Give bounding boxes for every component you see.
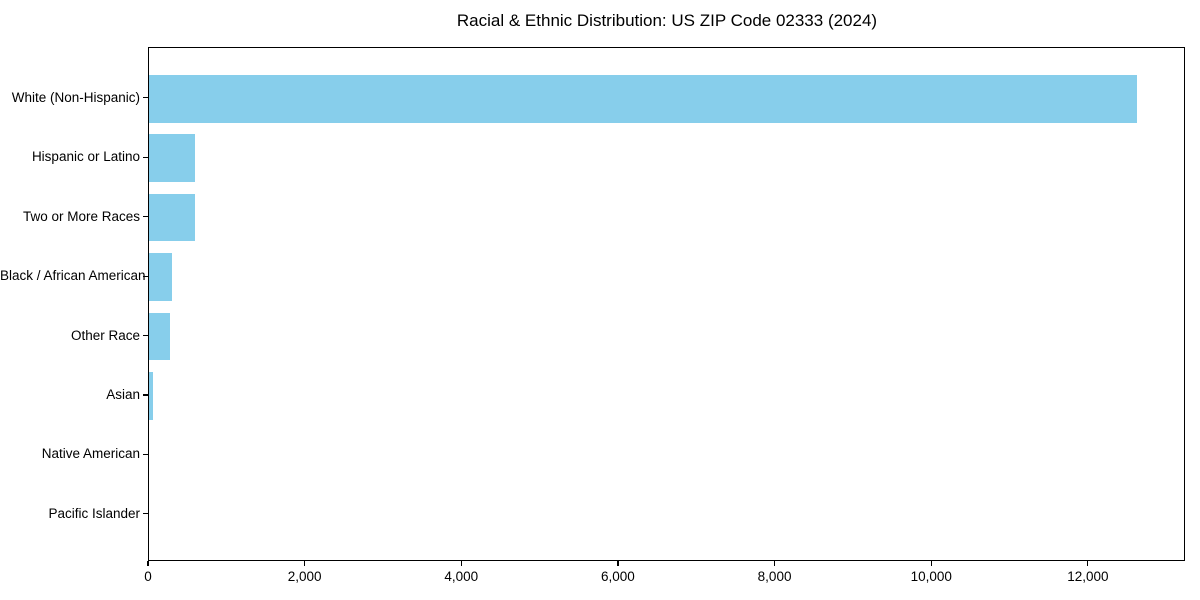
y-tick-mark bbox=[143, 156, 148, 158]
x-tick-label: 2,000 bbox=[287, 569, 322, 584]
y-tick-label: Two or More Races bbox=[22, 208, 140, 224]
y-tick-label: Pacific Islander bbox=[48, 505, 140, 521]
x-tick-label: 12,000 bbox=[1067, 569, 1109, 584]
x-tick-label: 8,000 bbox=[757, 569, 792, 584]
bar-white-non-hispanic bbox=[149, 75, 1138, 123]
x-tick-mark bbox=[460, 561, 462, 566]
x-tick-mark bbox=[304, 561, 306, 566]
x-tick-mark bbox=[930, 561, 932, 566]
x-tick-mark bbox=[147, 561, 149, 566]
x-tick-label: 0 bbox=[144, 569, 152, 584]
bar-two-or-more-races bbox=[149, 193, 195, 242]
y-tick-mark bbox=[143, 513, 148, 515]
y-tick-mark bbox=[143, 453, 148, 456]
x-tick-mark bbox=[773, 561, 776, 566]
x-tick-mark bbox=[1087, 561, 1089, 566]
bar-black-african-american bbox=[149, 253, 173, 301]
y-tick-label: Black / African American bbox=[0, 268, 146, 284]
y-tick-mark bbox=[143, 275, 148, 277]
y-tick-mark bbox=[143, 394, 148, 396]
bar-other-race bbox=[149, 312, 171, 361]
y-tick-label: Other Race bbox=[70, 327, 140, 343]
y-tick-mark bbox=[143, 216, 148, 218]
bar-asian bbox=[149, 372, 153, 420]
plot-area bbox=[148, 47, 1185, 561]
chart-title: Racial & Ethnic Distribution: US ZIP Cod… bbox=[456, 11, 878, 30]
y-tick-label: Hispanic or Latino bbox=[31, 149, 140, 165]
x-tick-label: 4,000 bbox=[444, 569, 479, 584]
x-tick-label: 10,000 bbox=[910, 569, 952, 584]
x-tick-label: 6,000 bbox=[601, 569, 635, 584]
y-tick-label: Native American bbox=[41, 446, 140, 462]
x-tick-mark bbox=[617, 561, 619, 566]
y-tick-label: White (Non-Hispanic) bbox=[11, 89, 140, 105]
bar-hispanic-or-latino bbox=[149, 134, 196, 182]
y-tick-label: Asian bbox=[106, 387, 140, 402]
y-tick-mark bbox=[143, 97, 148, 99]
y-tick-mark bbox=[143, 334, 148, 337]
